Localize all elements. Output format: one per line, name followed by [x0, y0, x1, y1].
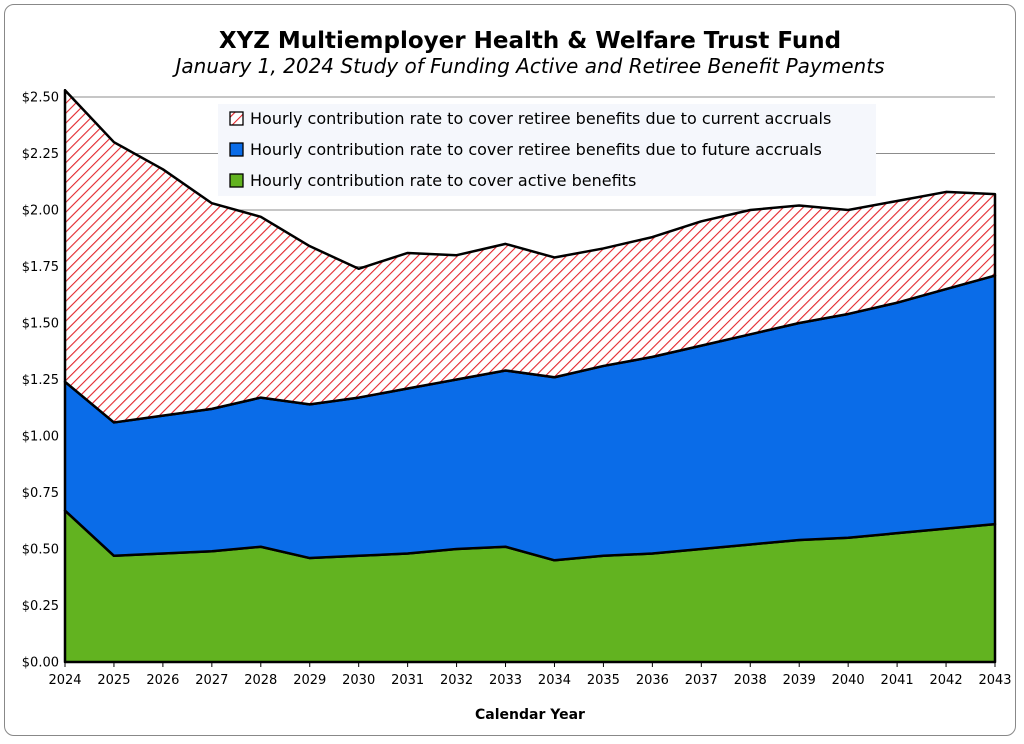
legend-swatch: [229, 142, 244, 157]
x-tick-label: 2026: [146, 673, 179, 688]
y-tick-label: $0.00: [22, 656, 59, 671]
y-tick-label: $1.25: [22, 373, 59, 388]
y-tick-label: $0.25: [22, 599, 59, 614]
x-tick-label: 2028: [244, 673, 277, 688]
y-tick-label: $1.75: [22, 260, 59, 275]
y-tick-label: $2.00: [22, 204, 59, 219]
y-tick-label: $0.50: [22, 543, 59, 558]
y-tick-label: $2.25: [22, 147, 59, 162]
x-tick-label: 2036: [636, 673, 669, 688]
chart-subtitle: January 1, 2024 Study of Funding Active …: [172, 54, 885, 78]
x-tick-label: 2031: [391, 673, 424, 688]
x-tick-label: 2040: [832, 673, 865, 688]
y-tick-label: $2.50: [22, 91, 59, 106]
x-tick-label: 2027: [195, 673, 228, 688]
legend-label: Hourly contribution rate to cover retire…: [250, 140, 822, 159]
area-series-3: [63, 88, 997, 424]
area-series: [63, 88, 997, 664]
x-tick-label: 2033: [489, 673, 522, 688]
legend: Hourly contribution rate to cover retire…: [218, 104, 876, 196]
axes: [64, 89, 995, 663]
legend-box: [218, 104, 876, 196]
x-tick-label: 2038: [734, 673, 767, 688]
x-tick-labels: 2024 2025 2026 2027 2028 2029 2030 2031 2032 2033…: [48, 662, 1012, 688]
x-tick-label: 2034: [538, 673, 571, 688]
y-tick-label: $0.75: [22, 486, 59, 501]
x-axis-title: Calendar Year: [475, 707, 585, 723]
x-tick-label: 2043: [978, 673, 1011, 688]
x-tick-label: 2037: [685, 673, 718, 688]
x-tick-label: 2030: [342, 673, 375, 688]
y-tick-labels: $0.00 $0.25 $0.50 $0.75 $1.00 $1.25 $1.50 $1.75…: [22, 91, 59, 671]
x-tick-label: 2025: [97, 673, 130, 688]
x-tick-label: 2039: [783, 673, 816, 688]
y-tick-label: $1.00: [22, 430, 59, 445]
x-tick-label: 2029: [293, 673, 326, 688]
legend-label: Hourly contribution rate to cover active…: [250, 171, 636, 190]
legend-swatch: [229, 173, 244, 188]
x-tick-label: 2041: [881, 673, 914, 688]
legend-label: Hourly contribution rate to cover retire…: [250, 109, 831, 128]
x-tick-label: 2024: [48, 673, 81, 688]
x-tick-label: 2032: [440, 673, 473, 688]
legend-swatch: [229, 111, 244, 126]
y-tick-label: $1.50: [22, 317, 59, 332]
x-tick-label: 2035: [587, 673, 620, 688]
chart-title: XYZ Multiemployer Health & Welfare Trust…: [219, 28, 841, 54]
x-tick-label: 2042: [930, 673, 963, 688]
